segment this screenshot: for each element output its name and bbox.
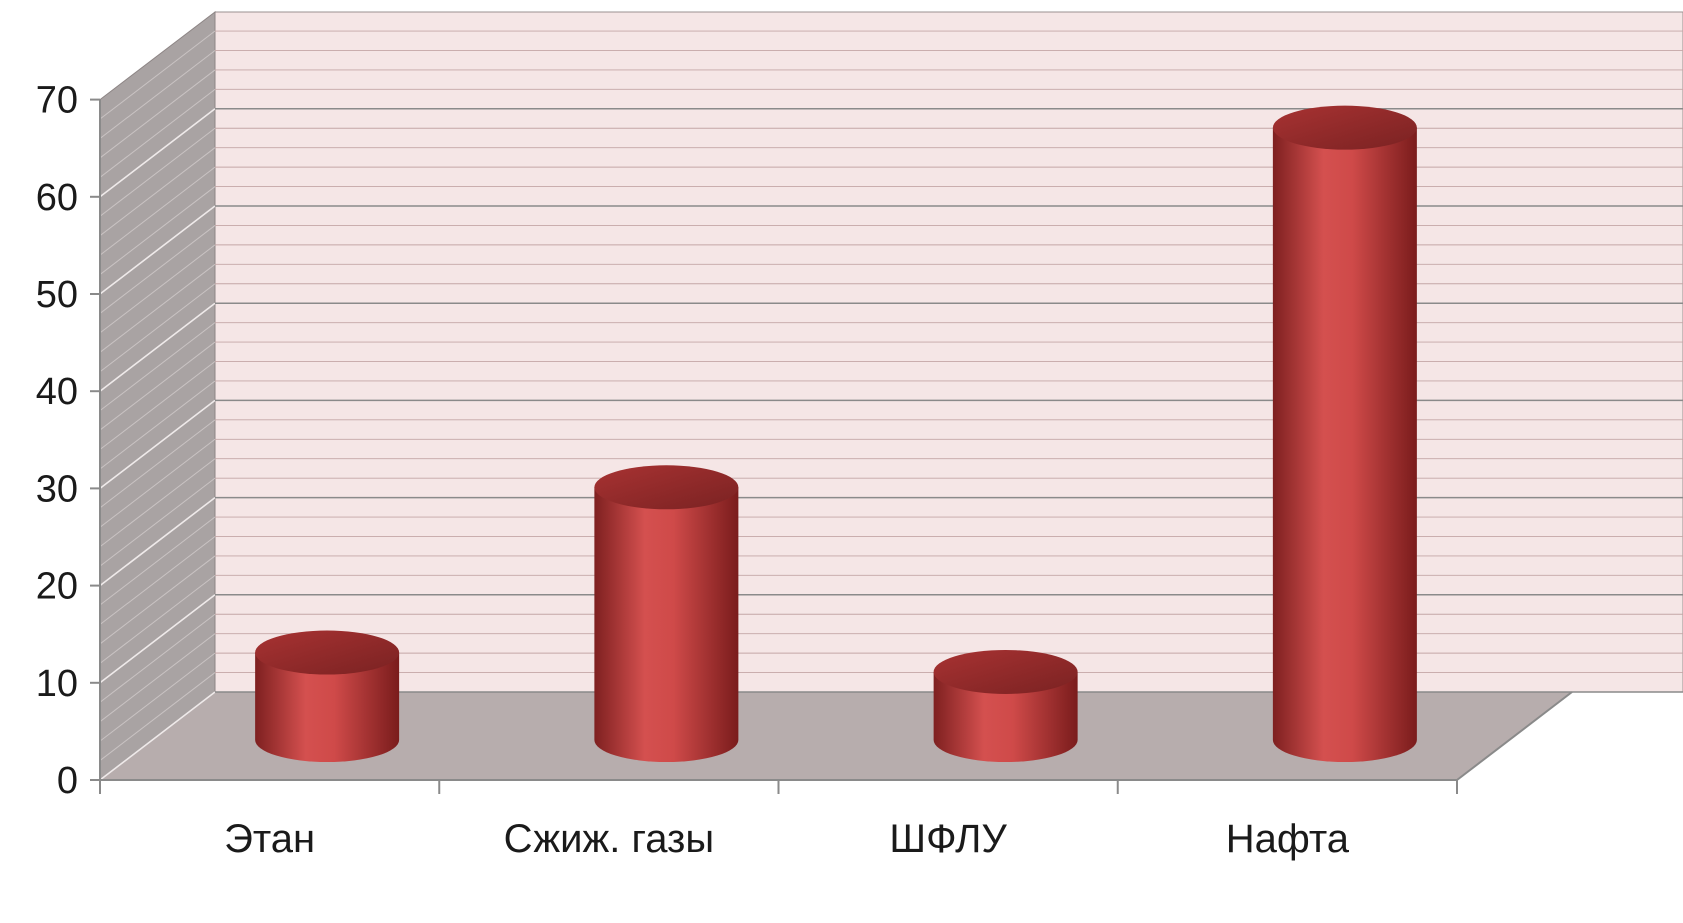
side-gridline xyxy=(99,594,216,684)
side-gridline xyxy=(99,127,216,217)
x-category-label: Нафта xyxy=(1226,817,1350,861)
side-gridline xyxy=(99,633,216,723)
side-gridline xyxy=(99,88,216,178)
side-gridline xyxy=(99,50,216,139)
bar-body xyxy=(594,487,739,762)
side-gridline xyxy=(99,691,216,781)
side-gridline xyxy=(99,496,216,587)
side-gridline xyxy=(99,186,216,275)
bar xyxy=(594,465,739,762)
x-category-label: ШФЛУ xyxy=(889,817,1007,861)
side-gridline xyxy=(99,399,216,490)
side-gridline xyxy=(99,30,216,120)
x-category-label: Сжиж. газы xyxy=(504,817,714,861)
side-gridline xyxy=(99,477,216,567)
side-gridline xyxy=(99,69,216,159)
side-gridline xyxy=(99,672,216,761)
bar xyxy=(1272,105,1417,762)
y-tick-label: 50 xyxy=(36,274,78,316)
side-gridline xyxy=(99,225,216,314)
side-gridline xyxy=(99,244,216,334)
bar-body xyxy=(255,652,400,762)
side-gridline xyxy=(99,419,216,509)
bars xyxy=(255,105,1417,762)
side-gridline xyxy=(99,652,216,742)
side-gridline xyxy=(99,205,216,295)
bar-body xyxy=(1272,127,1417,762)
side-gridline xyxy=(99,263,216,353)
bar xyxy=(933,649,1078,762)
y-tick-label: 60 xyxy=(36,177,78,219)
y-axis-ticks: 0 10 20 30 40 50 60 70 xyxy=(36,80,100,802)
bar-top xyxy=(255,630,400,675)
side-gridline xyxy=(99,283,216,373)
side-gridline xyxy=(99,574,216,664)
bar xyxy=(255,630,400,762)
side-gridline xyxy=(99,147,216,237)
bar-top xyxy=(594,465,739,510)
bar-body xyxy=(933,671,1078,762)
x-axis-depth-line xyxy=(1456,691,1573,781)
side-gridline xyxy=(99,108,216,198)
plot-back-wall xyxy=(214,11,1683,693)
gridlines xyxy=(99,30,1683,781)
side-gridline xyxy=(99,166,216,256)
plot-side-wall xyxy=(99,10,216,782)
side-gridline xyxy=(99,380,216,470)
y-tick-label: 20 xyxy=(36,566,78,608)
side-gridline xyxy=(99,341,216,431)
side-gridline xyxy=(99,536,216,625)
side-gridline xyxy=(99,322,216,412)
y-tick-label: 0 xyxy=(57,760,78,802)
side-gridline xyxy=(99,555,216,645)
side-gridline xyxy=(99,302,216,392)
x-axis-ticks: Этан Сжиж. газы ШФЛУ Нафта xyxy=(99,780,1458,861)
y-tick-label: 40 xyxy=(36,371,78,413)
y-tick-label: 10 xyxy=(36,663,78,705)
y-tick-label: 70 xyxy=(36,80,78,122)
x-category-label: Этан xyxy=(224,817,315,861)
bar-top xyxy=(933,649,1078,694)
side-gridline xyxy=(99,438,216,528)
y-tick-label: 30 xyxy=(36,468,78,510)
side-gridline xyxy=(99,516,216,606)
side-gridline xyxy=(99,361,216,450)
side-gridline xyxy=(99,458,216,548)
side-gridline xyxy=(99,613,216,703)
bar-top xyxy=(1272,105,1417,150)
